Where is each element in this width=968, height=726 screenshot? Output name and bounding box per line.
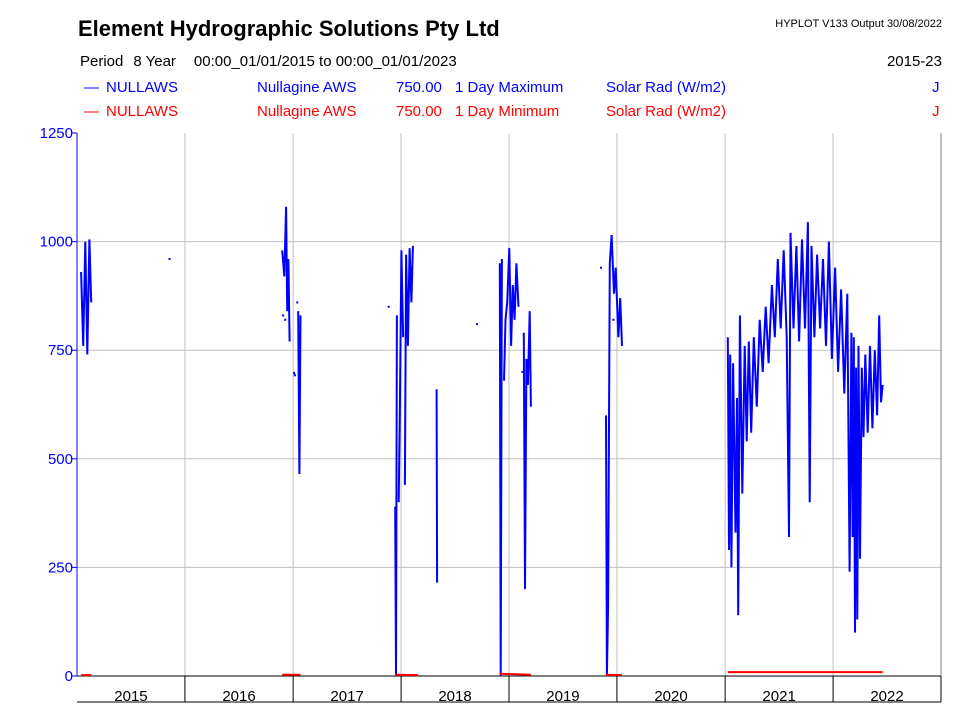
range-code: 2015-23 — [886, 53, 942, 70]
legend-swatch-max: — — [84, 79, 99, 96]
series-max-line — [498, 258, 503, 677]
legend-var-min: 750.00 — [396, 103, 442, 120]
version-label: HYPLOT V133 Output 30/08/2022 — [775, 18, 942, 30]
y-tick-label: 0 — [65, 668, 73, 685]
series-max-point — [612, 318, 615, 321]
series-max-line — [397, 250, 405, 503]
series-max-line — [80, 239, 93, 355]
legend-flag-max: J — [932, 79, 940, 96]
legend-var-max: 750.00 — [396, 79, 442, 96]
legend-swatch-min: — — [84, 103, 99, 120]
series-max-line — [522, 311, 532, 590]
series-max-point — [599, 266, 602, 269]
series-max-line — [605, 235, 623, 677]
series-max-line — [726, 222, 884, 633]
x-tick-label: 2022 — [870, 688, 903, 705]
x-tick-label: 2016 — [222, 688, 255, 705]
chart-title: Element Hydrographic Solutions Pty Ltd — [78, 16, 500, 41]
y-tick-label: 1000 — [40, 234, 73, 251]
series-max-point — [387, 305, 390, 308]
period-line: Period 8 Year 00:00_01/01/2015 to 00:00_01… — [80, 53, 457, 70]
x-tick-label: 2020 — [654, 688, 687, 705]
series-max-point — [284, 318, 287, 321]
legend-units-max: Solar Rad (W/m2) — [606, 79, 727, 96]
legend-units-min: Solar Rad (W/m2) — [606, 103, 727, 120]
series-min-line — [499, 672, 531, 676]
legend-flag-min: J — [932, 103, 940, 120]
y-tick-label: 1250 — [40, 125, 73, 142]
period-value: 8 Year — [133, 53, 176, 70]
legend-stat-max: 1 Day Maximum — [455, 79, 564, 96]
y-tick-label: 250 — [48, 559, 73, 576]
period-label: Period — [80, 53, 124, 70]
series-max-point — [521, 370, 524, 373]
legend-name-max: Nullagine AWS — [257, 79, 357, 96]
series-max-line — [297, 311, 302, 475]
series-max-point — [476, 323, 479, 326]
x-tick-label: 2015 — [114, 688, 147, 705]
series-max-line — [435, 389, 439, 583]
series-max-point — [282, 314, 285, 317]
y-tick-label: 500 — [48, 451, 73, 468]
y-tick-label: 750 — [48, 342, 73, 359]
series-max-line — [403, 245, 414, 485]
series-max-point — [296, 301, 299, 304]
series-max-line — [292, 371, 297, 377]
series-max-line — [281, 206, 291, 342]
legend-site-max: NULLAWS — [106, 79, 178, 96]
series-max-line — [394, 315, 398, 677]
date-range: 00:00_01/01/2015 to 00:00_01/01/2023 — [193, 53, 457, 70]
legend-stat-min: 1 Day Minimum — [455, 103, 560, 120]
x-tick-label: 2017 — [330, 688, 363, 705]
x-tick-label: 2019 — [546, 688, 579, 705]
x-tick-label: 2021 — [762, 688, 795, 705]
x-tick-label: 2018 — [438, 688, 471, 705]
series-max-line — [503, 248, 520, 381]
series-max-point — [168, 257, 171, 260]
legend-name-min: Nullagine AWS — [257, 103, 357, 120]
legend-site-min: NULLAWS — [106, 103, 178, 120]
